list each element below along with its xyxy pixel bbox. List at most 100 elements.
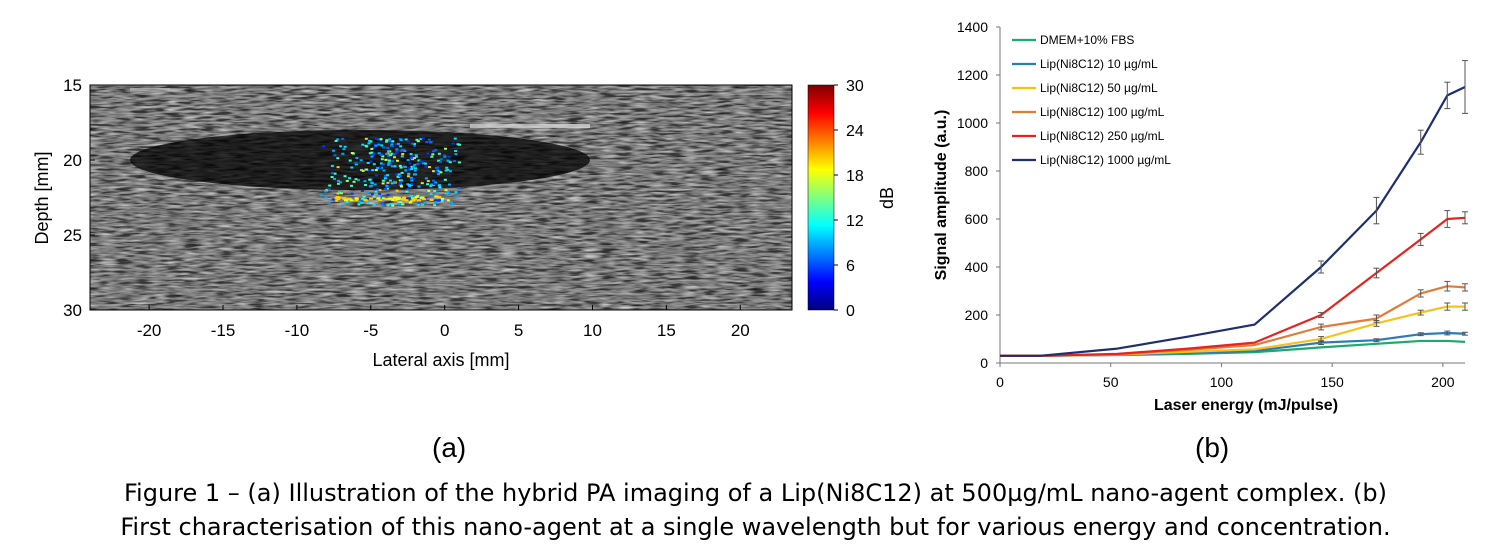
y-tick-label: 1200 (957, 67, 988, 83)
hotspot-pixel (361, 169, 365, 172)
hotspot-pixel (387, 159, 391, 162)
hotspot-pixel (446, 191, 450, 194)
hotspot-pixel (339, 192, 343, 195)
hotspot-pixel (378, 192, 382, 195)
hotspot-pixel (374, 144, 378, 147)
hotspot-pixel (392, 156, 396, 159)
hotspot-pixel (381, 155, 385, 158)
hotspot-pixel (448, 192, 452, 195)
y-tick-label: 25 (63, 226, 82, 245)
x-axis-label: Lateral axis [mm] (372, 350, 509, 370)
hotspot-pixel (393, 165, 397, 168)
hotspot-pixel (363, 180, 367, 183)
pa-image-chart: -20 -15 -10 -5 0 5 10 15 20 15 20 25 30 Lateral axis… (32, 76, 897, 370)
hotspot-pixel (395, 148, 399, 151)
series-line (1000, 216, 1466, 357)
hotspot-pixel (416, 199, 421, 202)
hotspot-pixel (421, 162, 425, 165)
x-tick-label: 0 (996, 374, 1004, 390)
hotspot-pixel (331, 149, 335, 152)
hotspot-pixel (340, 204, 344, 207)
hotspot-pixel (387, 185, 391, 188)
hotspot-pixel (379, 162, 383, 165)
hotspot-pixel (410, 142, 414, 145)
hotspot-pixel (405, 190, 409, 193)
hotspot-pixel (432, 183, 436, 186)
hotspot-pixel (410, 168, 414, 171)
hotspot-pixel (437, 152, 441, 155)
figure-caption-line-2: First characterisation of this nano-agen… (120, 513, 1391, 541)
hotspot-pixel (449, 170, 453, 173)
hotspot-pixel (435, 191, 439, 194)
hotspot-pixel (419, 138, 423, 141)
hotspot-pixel (374, 137, 378, 140)
hotspot-pixel (406, 140, 410, 143)
x-tick-label: 15 (657, 321, 676, 340)
hotspot-pixel (416, 203, 420, 206)
hotspot-pixel (414, 154, 418, 157)
x-tick-label: -15 (211, 321, 236, 340)
x-tick-label: 5 (514, 321, 523, 340)
hotspot-pixel (419, 160, 423, 163)
pa-hotspot (319, 137, 462, 207)
hotspot-pixel (433, 204, 437, 207)
hotspot-pixel (411, 165, 415, 168)
hotspot-pixel (407, 167, 411, 170)
hotspot-pixel (354, 178, 358, 181)
hotspot-pixel (374, 169, 378, 172)
hotspot-pixel (397, 201, 401, 204)
hotspot-pixel (419, 196, 424, 199)
hotspot-pixel (433, 189, 437, 192)
hotspot-pixel (446, 199, 450, 202)
hotspot-pixel (451, 142, 455, 145)
hotspot-pixel (380, 202, 384, 205)
hotspot-pixel (432, 179, 436, 182)
hotspot-pixel (368, 185, 372, 188)
hotspot-pixel (350, 152, 354, 155)
hotspot-pixel (370, 147, 374, 150)
hotspot-pixel (428, 141, 432, 144)
hotspot-pixel (434, 170, 438, 173)
hotspot-pixel (447, 160, 451, 163)
hotspot-pixel (440, 197, 444, 200)
hotspot-pixel (426, 152, 430, 155)
hotspot-pixel (381, 182, 385, 185)
hotspot-pixel (417, 185, 421, 188)
hotspot-pixel (343, 175, 347, 178)
hotspot-pixel (421, 203, 425, 206)
bright-wall-top-left (130, 88, 170, 91)
hotspot-pixel (348, 159, 352, 162)
hotspot-pixel (425, 141, 429, 144)
hotspot-pixel (400, 185, 404, 188)
hotspot-pixel (391, 204, 395, 207)
legend-label: Lip(Ni8C12) 50 µg/mL (1040, 81, 1158, 95)
hotspot-pixel (399, 149, 403, 152)
hotspot-pixel (437, 196, 442, 199)
hotspot-pixel (384, 183, 388, 186)
hotspot-pixel (444, 169, 448, 172)
hotspot-pixel (370, 151, 374, 154)
hotspot-pixel (374, 174, 378, 177)
hotspot-pixel (322, 145, 326, 148)
hotspot-pixel (333, 172, 337, 175)
hotspot-pixel (369, 197, 374, 200)
hotspot-pixel (359, 159, 363, 162)
hotspot-pixel (398, 175, 402, 178)
hotspot-pixel (376, 188, 380, 191)
hotspot-pixel (382, 169, 386, 172)
hotspot-pixel (370, 193, 374, 196)
hotspot-pixel (376, 167, 380, 170)
hotspot-pixel (394, 143, 398, 146)
hotspot-pixel (383, 177, 387, 180)
hotspot-pixel (378, 199, 383, 202)
x-tick-label: 10 (583, 321, 602, 340)
hotspot-pixel (391, 140, 395, 143)
hotspot-pixel (402, 148, 406, 151)
hotspot-pixel (424, 177, 428, 180)
hotspot-pixel (336, 157, 340, 160)
hotspot-pixel (389, 154, 393, 157)
hotspot-pixel (387, 150, 391, 153)
hotspot-pixel (376, 138, 380, 141)
hotspot-pixel (416, 140, 420, 143)
hotspot-pixel (403, 150, 407, 153)
